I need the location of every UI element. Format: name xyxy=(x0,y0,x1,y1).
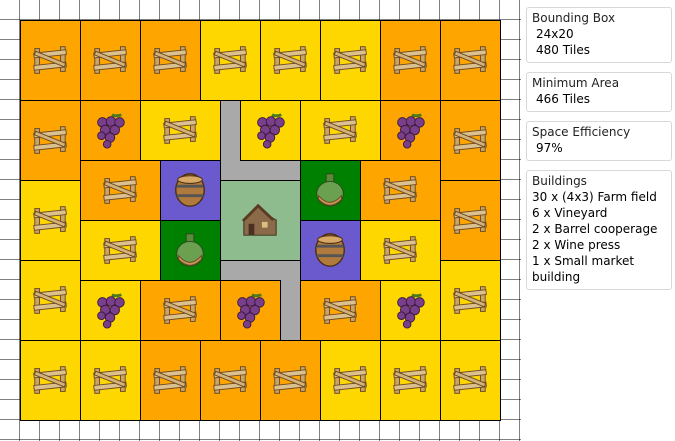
panel-line: 1 x Small market building xyxy=(532,254,635,284)
panel-title: Space Efficiency xyxy=(532,125,631,139)
panel-line: 2 x Barrel cooperage xyxy=(532,222,658,236)
vineyard xyxy=(80,280,141,341)
panel-line: 6 x Vineyard xyxy=(532,206,608,220)
buildings xyxy=(20,20,501,421)
panel-line: 2 x Wine press xyxy=(532,238,621,252)
panel-line: 480 Tiles xyxy=(536,43,590,57)
road xyxy=(220,100,240,160)
panel-title: Bounding Box xyxy=(532,11,616,25)
info-panel: Buildings 30 x (4x3) Farm field 6 x Vineya… xyxy=(526,170,672,290)
panel-line: 97% xyxy=(536,141,563,155)
panel-line: 30 x (4x3) Farm field xyxy=(532,190,657,204)
building-icon xyxy=(314,232,346,268)
side-panel: Bounding Box 24x20 480 Tiles Minimum Area 46… xyxy=(526,0,672,290)
info-panel: Space Efficiency 97% xyxy=(526,121,672,161)
info-panel: Minimum Area 466 Tiles xyxy=(526,72,672,112)
info-panel: Bounding Box 24x20 480 Tiles xyxy=(526,7,672,63)
vineyard xyxy=(240,100,301,161)
road xyxy=(220,260,300,280)
layout-map xyxy=(0,0,521,441)
panel-title: Buildings xyxy=(532,174,587,188)
road xyxy=(280,280,300,340)
panel-title: Minimum Area xyxy=(532,76,620,90)
building-icon xyxy=(174,172,206,208)
panel-line: 24x20 xyxy=(536,27,574,41)
road xyxy=(220,160,300,180)
panel-line: 466 Tiles xyxy=(536,92,590,106)
